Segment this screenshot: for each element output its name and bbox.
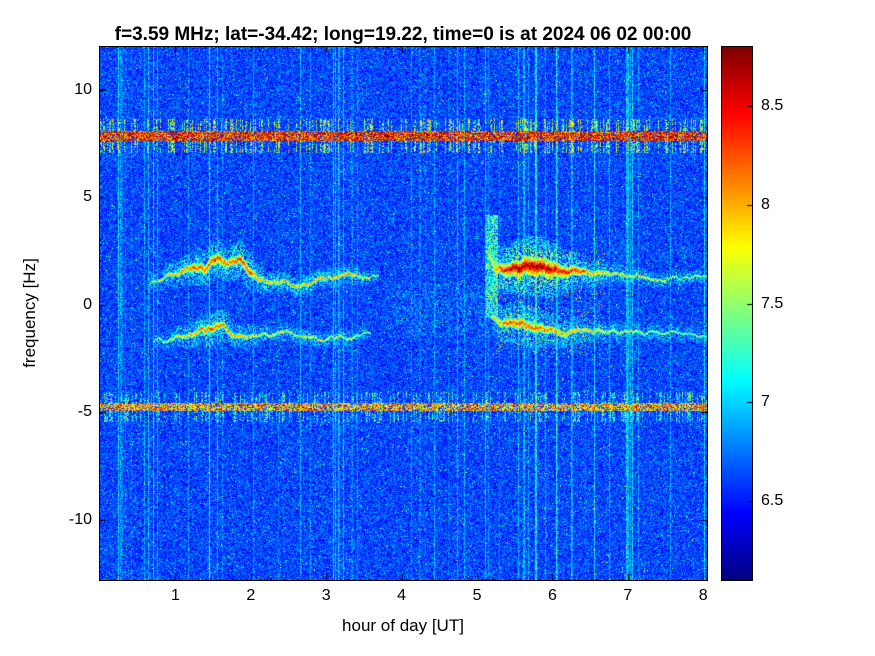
x-tick-label: 8 [698,587,708,604]
y-tick-label: 10 [74,80,92,98]
chart-title: f=3.59 MHz; lat=-34.42; long=19.22, time… [114,24,692,45]
spectrogram-canvas [100,47,707,580]
y-tick-label: -5 [77,403,92,421]
y-tick-label: 5 [83,188,92,206]
x-tick-label: 2 [246,587,256,604]
x-axis-label: hour of day [UT] [342,616,464,635]
y-axis-label: frequency [Hz] [20,258,39,368]
x-tick-label: 3 [321,587,331,604]
colorbar [721,46,753,581]
colorbar-tick-label: 8.5 [761,97,784,115]
colorbar-canvas [722,47,752,580]
colorbar-tick-label: 7 [761,393,770,411]
y-tick-label: 0 [83,295,92,313]
x-tick-label: 7 [623,587,633,604]
x-tick-label: 1 [170,587,180,604]
y-tick-label: -10 [68,510,92,528]
colorbar-tick-label: 7.5 [761,294,784,312]
x-tick-label: 6 [547,587,557,604]
colorbar-tick-label: 8 [761,195,770,213]
colorbar-tick-label: 6.5 [761,492,784,510]
plot-area [99,46,708,581]
x-tick-label: 4 [397,587,407,604]
x-tick-label: 5 [472,587,482,604]
